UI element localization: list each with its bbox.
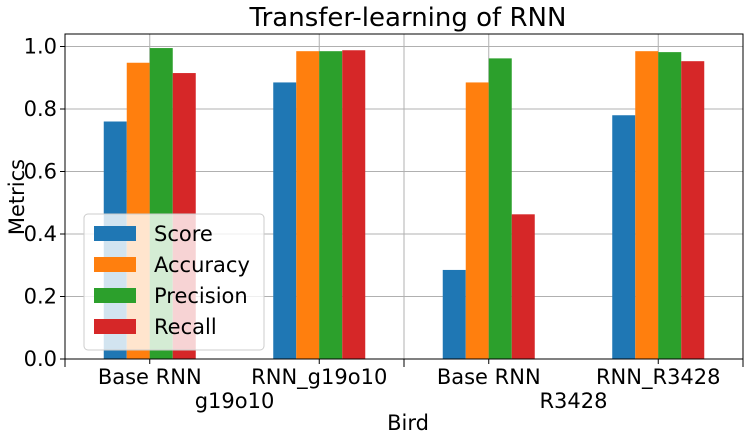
bar-recall xyxy=(342,50,366,359)
x-axis-label: Bird xyxy=(387,411,429,435)
y-tick-label: 1.0 xyxy=(24,35,57,59)
legend-label: Score xyxy=(154,222,213,246)
bar-accuracy xyxy=(635,51,659,359)
bar-score xyxy=(273,82,297,359)
x-axis: Base RNN RNN_g19o10 Base RNN RNN_R3428 xyxy=(98,359,721,390)
bar-precision xyxy=(488,58,512,359)
group-label: g19o10 xyxy=(195,389,275,413)
chart-title: Transfer-learning of RNN xyxy=(249,3,567,33)
y-axis: 0.0 0.2 0.4 0.6 0.8 1.0 xyxy=(24,35,65,371)
bar-accuracy xyxy=(296,51,320,359)
group-label: R3428 xyxy=(539,389,607,413)
x-tick-label: RNN_g19o10 xyxy=(251,365,387,390)
legend-label: Precision xyxy=(154,284,248,308)
bar-precision xyxy=(319,51,343,359)
bar-recall xyxy=(681,61,705,359)
legend-swatch-score xyxy=(94,226,136,241)
y-tick-label: 0.6 xyxy=(24,160,57,184)
x-tick-label: Base RNN xyxy=(437,365,541,389)
legend-box xyxy=(83,213,265,351)
bar-precision xyxy=(658,52,682,359)
legend-swatch-precision xyxy=(94,288,136,303)
legend-swatch-accuracy xyxy=(94,257,136,272)
x-tick-label: Base RNN xyxy=(98,365,202,389)
y-tick-label: 0.0 xyxy=(24,347,57,371)
legend-label: Recall xyxy=(154,315,217,339)
y-axis-label: Metrics xyxy=(5,159,29,235)
bar-score xyxy=(612,115,636,359)
bar-score xyxy=(442,269,466,359)
bar-recall xyxy=(511,214,535,359)
legend-label: Accuracy xyxy=(154,253,250,277)
legend: Score Accuracy Precision Recall xyxy=(83,213,265,351)
x-tick-label: RNN_R3428 xyxy=(596,365,721,390)
group-labels: g19o10 R3428 xyxy=(64,359,744,413)
bar-accuracy xyxy=(465,82,489,359)
legend-swatch-recall xyxy=(94,319,136,334)
y-tick-label: 0.8 xyxy=(24,97,57,121)
y-tick-label: 0.4 xyxy=(24,222,57,246)
y-tick-label: 0.2 xyxy=(24,285,57,309)
